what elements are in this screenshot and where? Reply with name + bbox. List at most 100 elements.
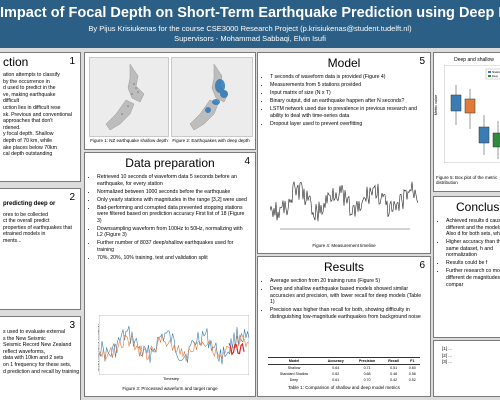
introduction-title: ction bbox=[3, 55, 29, 69]
results-panel: Results 6 Average section from 20 traini… bbox=[257, 256, 431, 397]
question-panel: 2 predicting deep or ores to be collecte… bbox=[0, 188, 81, 310]
text-line: reflect waveforms, bbox=[3, 348, 46, 355]
table-cell: 0.56 bbox=[408, 372, 416, 376]
table-cell: 0.62 bbox=[332, 372, 340, 376]
section-number-5: 5 bbox=[419, 56, 425, 67]
table-cell: 0.68 bbox=[363, 372, 371, 376]
section-number-1: 1 bbox=[69, 56, 75, 67]
figure-5-caption: Figure 5: Box plot of the metric distrib… bbox=[436, 175, 498, 185]
figure-1-caption: Figure 1: NZ earthquake shallow depth bbox=[90, 138, 168, 143]
bullet-item: Further research co model, different de … bbox=[446, 268, 500, 288]
bullet-item: Average section from 20 training runs (F… bbox=[270, 278, 424, 285]
text-line: s used to evaluate external bbox=[3, 329, 66, 335]
table-cell: Deep bbox=[289, 378, 299, 382]
section-number-6: 6 bbox=[419, 260, 425, 271]
poster-byline: By Pijus Krisiukenas for the course CSE3… bbox=[88, 24, 412, 33]
bullet-item: Achieved results d caused by different a… bbox=[446, 218, 500, 238]
text-line: etrained models in bbox=[3, 231, 46, 238]
table-row: Standard Shallow 0.62 0.68 0.48 0.56 bbox=[268, 371, 420, 377]
text-line: depth of 70 km, while bbox=[3, 137, 53, 144]
model-panel: Model 5 T seconds of waveform data is pr… bbox=[257, 52, 431, 254]
text-line: [3] ... bbox=[442, 359, 453, 365]
bullet-item: Input matrix of size (N x T) bbox=[270, 90, 424, 97]
text-line: rdened. bbox=[3, 124, 21, 131]
text-line: ments... bbox=[3, 237, 22, 244]
bullet-item: Precision was higher than recall for bot… bbox=[270, 307, 424, 320]
waveform-x-axis-label: Timestep bbox=[163, 376, 180, 381]
boxplot-chart: Shallow Deep bbox=[444, 65, 500, 163]
references-panel: [1] ... [2] ... [3] ... bbox=[433, 340, 500, 397]
table-header-cell: Recall bbox=[382, 357, 405, 365]
data-preparation-panel: Data preparation 4 Retrieved 10 seconds … bbox=[84, 152, 256, 397]
results-bullets: Average section from 20 training runs (F… bbox=[258, 278, 430, 320]
model-title: Model bbox=[327, 56, 361, 70]
figure-2-caption: Figure 2: Earthquakes with deep depth bbox=[172, 138, 250, 143]
text-line: [1] ... bbox=[442, 346, 453, 351]
figure-4-caption: Figure 4: Measurement timeline bbox=[312, 243, 376, 248]
text-line: difficult bbox=[3, 98, 20, 105]
measurement-timeline-chart bbox=[269, 171, 419, 233]
maps-panel: Figure 1: NZ earthquake shallow depth Fi… bbox=[84, 52, 256, 150]
svg-text:Deep: Deep bbox=[492, 75, 499, 78]
conclusion-bullets: Achieved results d caused by different a… bbox=[434, 218, 500, 288]
introduction-panel: ction 1 ation attempts to classify by the… bbox=[0, 52, 81, 182]
table-cell: 0.52 bbox=[408, 378, 416, 382]
bullet-item: Downsampling waveform from 100Hz to 50Hz… bbox=[97, 226, 249, 239]
bullet-item: Deep and shallow earthquake based models… bbox=[270, 286, 424, 306]
table-header-cell: Model bbox=[268, 357, 321, 365]
boxplot-y-axis-label: Metric value bbox=[434, 94, 439, 116]
bullet-item: Binary output, did an earthquake happen … bbox=[270, 98, 424, 105]
table-cell: 0.51 bbox=[390, 366, 398, 370]
nz-map-deep-icon bbox=[189, 63, 229, 131]
nz-map-shallow-icon bbox=[105, 63, 145, 131]
table-cell: Standard Shallow bbox=[279, 372, 309, 376]
poster-header: Impact of Focal Depth on Short-Term Eart… bbox=[0, 0, 500, 48]
section-number-2: 2 bbox=[69, 192, 75, 203]
bullet-item: T seconds of waveform data is provided (… bbox=[270, 74, 424, 81]
conclusion-title: Conclus bbox=[456, 200, 500, 214]
metrics-table: Model Accuracy Precision Recall F1 Shallow 0.… bbox=[268, 357, 420, 383]
text-line: ores to be collected bbox=[3, 211, 48, 218]
svg-text:Shallow: Shallow bbox=[492, 71, 500, 74]
data-preparation-title: Data preparation bbox=[125, 156, 215, 170]
text-line: ake places below 70km bbox=[3, 144, 57, 151]
text-line: approaches that don't bbox=[3, 118, 53, 125]
processed-waveform-figure: HHZ Normalized amplitude Timestep bbox=[91, 315, 249, 383]
introduction-text: ation attempts to classify by the occurre… bbox=[0, 69, 80, 158]
text-line: d prediction and recall by training bbox=[3, 368, 80, 375]
text-line: cal depth outstanding bbox=[3, 151, 53, 158]
text-line: ve, making earthquake bbox=[3, 91, 56, 98]
question-heading: predicting deep or bbox=[3, 201, 56, 207]
section-number-4: 4 bbox=[244, 156, 250, 167]
bullet-item: Bad-performing and corrupted data preven… bbox=[97, 205, 249, 225]
boxplot-panel: Deep and shallow Metric value Shallow De… bbox=[433, 52, 500, 192]
table-cell: 0.60 bbox=[408, 366, 416, 370]
map-deep bbox=[171, 57, 253, 137]
table-cell: Shallow bbox=[287, 366, 301, 370]
bullet-item: LSTM network used due to prevalence in p… bbox=[270, 106, 424, 119]
bullet-item: Retrieved 10 seconds of waveform data 5 … bbox=[97, 174, 249, 187]
table-cell: 0.70 bbox=[363, 378, 371, 382]
methodology-panel: 3 s used to evaluate external s the New S… bbox=[0, 316, 81, 400]
table-cell: 0.64 bbox=[332, 366, 340, 370]
table-row: Deep 0.61 0.70 0.42 0.52 bbox=[268, 377, 420, 383]
bullet-item: Measurements from 5 stations provided bbox=[270, 82, 424, 89]
table-cell: 0.48 bbox=[390, 372, 398, 376]
table-cell: 0.42 bbox=[390, 378, 398, 382]
bullet-item: Normalized between 1000 seconds before t… bbox=[97, 189, 249, 196]
table-cell: 0.61 bbox=[332, 378, 340, 382]
measurement-timeline-figure bbox=[269, 171, 419, 239]
references-text: [1] ... [2] ... [3] ... bbox=[434, 341, 500, 371]
methodology-text: s used to evaluate external s the New Sei… bbox=[0, 317, 80, 375]
section-number-3: 3 bbox=[69, 320, 75, 331]
question-text: ores to be collected ct the overall predi… bbox=[0, 208, 80, 245]
table-header-cell: Accuracy bbox=[320, 357, 352, 365]
bullet-item: Further number of 8037 deep/shallow eart… bbox=[97, 240, 249, 253]
table-row: Shallow 0.64 0.71 0.51 0.60 bbox=[268, 365, 420, 372]
text-line: sk. Previous and conventional bbox=[3, 111, 72, 118]
table-1-caption: Table 1: Comparison of shallow and deep … bbox=[288, 385, 400, 390]
text-line: Seismic Record New Zealand bbox=[3, 342, 72, 349]
text-line: on 1 frequency for these sets, bbox=[3, 361, 72, 368]
bullet-item: Only yearly stations with magnitudes in … bbox=[97, 197, 249, 204]
